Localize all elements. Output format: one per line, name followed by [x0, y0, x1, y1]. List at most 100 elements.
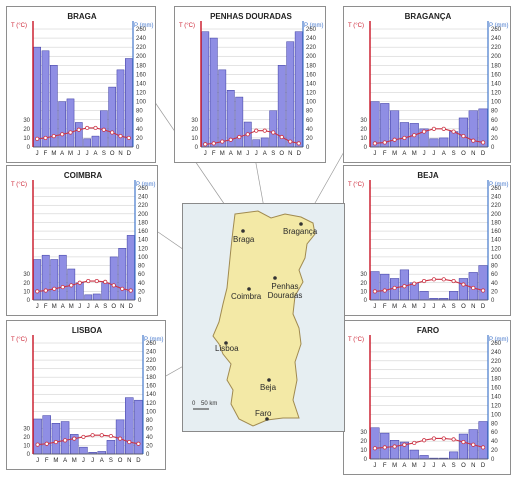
temperature-point [211, 141, 216, 146]
precipitation-bar [79, 446, 88, 455]
p-tick-label: 60 [138, 272, 145, 278]
temperature-point [51, 134, 56, 139]
chart-panel-braga: BRAGA T (°C) P (mm) 0 20 40 60 80 100 120 140 160 18… [6, 6, 156, 163]
temperature-point [382, 288, 387, 293]
temperature-point [90, 433, 95, 438]
t-tick-label: 30 [23, 118, 30, 124]
p-tick-label: 0 [146, 452, 150, 458]
p-tick-label: 40 [138, 281, 145, 287]
month-label: O [279, 151, 284, 157]
p-tick-label: 100 [136, 100, 147, 106]
temperature-point [111, 283, 116, 288]
precipitation-bar [429, 138, 439, 148]
t-tick-label: 20 [360, 281, 367, 287]
t-tick-label: 20 [23, 281, 30, 287]
month-label: A [100, 458, 104, 464]
p-tick-label: 140 [306, 81, 317, 87]
temperature-point [94, 278, 99, 284]
precipitation-bar [109, 256, 118, 301]
t-axis-title: T (°C) [348, 23, 364, 29]
p-tick-label: 160 [491, 386, 502, 392]
city-label-penhas: Penhas Douradas [267, 282, 303, 300]
t-tick-label: 30 [23, 272, 30, 278]
p-axis-title: P (mm) [489, 337, 509, 343]
precipitation-bar [370, 427, 380, 460]
t-tick-label: 0 [364, 457, 368, 463]
p-tick-label: 20 [136, 136, 143, 142]
t-tick-label: 20 [360, 439, 367, 445]
precipitation-bar [108, 86, 116, 148]
temperature-point [392, 444, 397, 449]
p-tick-label: 180 [491, 63, 502, 69]
precipitation-bar [58, 101, 66, 148]
p-tick-label: 160 [491, 72, 502, 78]
p-tick-label: 180 [136, 63, 147, 69]
temperature-point [431, 126, 437, 131]
p-tick-label: 120 [491, 403, 502, 409]
p-tick-label: 120 [306, 91, 317, 97]
month-label: J [432, 304, 435, 310]
temperature-point [421, 438, 427, 443]
chart-title: PENHAS DOURADAS [210, 12, 292, 21]
p-axis-title: P (mm) [304, 23, 324, 29]
month-label: O [461, 463, 466, 469]
p-tick-label: 180 [138, 220, 149, 226]
p-tick-label: 100 [491, 255, 502, 261]
month-label: F [44, 304, 48, 310]
temperature-point [52, 286, 57, 291]
t-axis-title: T (°C) [179, 23, 195, 29]
precipitation-bar [458, 117, 468, 148]
p-tick-label: 0 [136, 145, 140, 151]
month-label: M [51, 151, 56, 157]
t-tick-label: 10 [23, 443, 30, 449]
p-tick-label: 100 [491, 412, 502, 418]
month-label: M [412, 304, 417, 310]
month-label: S [452, 151, 456, 157]
t-tick-label: 20 [191, 127, 198, 133]
month-label: A [402, 151, 406, 157]
month-label: M [392, 463, 397, 469]
t-tick-label: 10 [191, 136, 198, 142]
precipitation-bar [286, 41, 295, 148]
month-label: M [220, 151, 225, 157]
precipitation-bar [41, 254, 50, 301]
p-tick-label: 260 [136, 27, 147, 33]
city-dot-lisboa [224, 341, 228, 345]
city-dot-penhas [273, 276, 277, 280]
temperature-point [85, 125, 90, 131]
month-label: J [373, 151, 376, 157]
month-label: D [129, 304, 134, 310]
p-tick-label: 80 [491, 109, 498, 115]
month-label: D [481, 304, 486, 310]
temperature-point [237, 134, 242, 140]
p-tick-label: 220 [491, 203, 502, 209]
chart-panel-braganca: BRAGANÇA T (°C) P (mm) 0 20 40 60 80 100 120 140 16… [343, 6, 511, 163]
month-label: O [110, 151, 115, 157]
precipitation-bar [50, 259, 59, 301]
portugal-land [212, 210, 316, 427]
precipitation-bar [33, 418, 42, 455]
month-label: J [77, 151, 80, 157]
month-label: F [383, 304, 387, 310]
precipitation-bar [66, 98, 75, 148]
precipitation-bar [419, 455, 429, 460]
p-tick-label: 40 [491, 439, 498, 445]
temperature-point [99, 433, 104, 438]
precipitation-bar [125, 58, 133, 148]
month-label: N [127, 458, 131, 464]
month-label: A [63, 458, 67, 464]
chart-title: FARO [417, 326, 439, 335]
precipitation-bar [33, 259, 42, 301]
p-tick-label: 60 [306, 118, 313, 124]
precipitation-bar [458, 278, 468, 301]
month-label: M [53, 458, 58, 464]
scale-label: 50 km [201, 401, 218, 407]
precipitation-bar [33, 46, 41, 148]
month-label: A [402, 304, 406, 310]
temperature-point [127, 439, 132, 445]
t-tick-label: 30 [23, 426, 30, 432]
p-tick-label: 180 [146, 375, 157, 381]
month-label: J [246, 151, 249, 157]
t-axis-title: T (°C) [348, 182, 364, 188]
